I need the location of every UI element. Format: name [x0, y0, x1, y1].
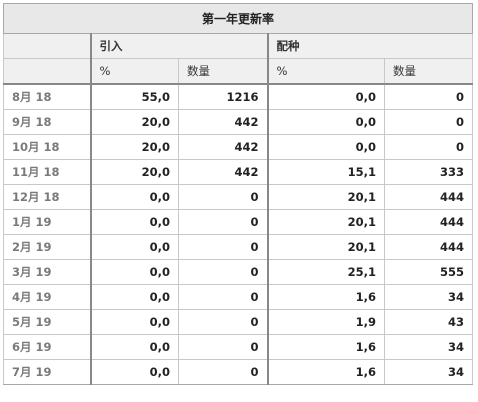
- breeding-quantity-cell: 0: [383, 109, 474, 135]
- table-row: 12月 18 0,0 0 20,1 444: [3, 184, 474, 210]
- import-percent-cell: 0,0: [90, 334, 179, 360]
- row-month-label: 8月 18: [3, 83, 92, 110]
- table-row: 5月 19 0,0 0 1,9 43: [3, 309, 474, 335]
- breeding-quantity-cell: 0: [383, 83, 474, 110]
- group-header-import: 引入: [90, 33, 269, 59]
- table-row: 1月 19 0,0 0 20,1 444: [3, 209, 474, 235]
- renewal-rate-table: 第一年更新率 引入 配种 % 数量 % 数量 8月 18 55,0 1216 0,0 0…: [2, 3, 474, 385]
- breeding-percent-cell: 0,0: [267, 83, 385, 110]
- breeding-quantity-cell: 444: [383, 184, 474, 210]
- import-quantity-cell: 0: [178, 209, 269, 235]
- breeding-percent-cell: 25,1: [267, 259, 385, 285]
- group-header-blank: [3, 33, 92, 59]
- import-quantity-cell: 442: [178, 134, 269, 160]
- import-percent-cell: 20,0: [90, 159, 179, 185]
- sub-header-breeding-quantity: 数量: [383, 58, 474, 85]
- breeding-quantity-cell: 34: [383, 359, 474, 385]
- table-title: 第一年更新率: [2, 3, 474, 34]
- row-month-label: 11月 18: [3, 159, 92, 185]
- import-percent-cell: 20,0: [90, 109, 179, 135]
- import-quantity-cell: 0: [178, 284, 269, 310]
- import-quantity-cell: 0: [178, 359, 269, 385]
- import-percent-cell: 0,0: [90, 209, 179, 235]
- import-percent-cell: 0,0: [90, 184, 179, 210]
- row-month-label: 12月 18: [3, 184, 92, 210]
- import-percent-cell: 0,0: [90, 234, 179, 260]
- table-row: 7月 19 0,0 0 1,6 34: [3, 359, 474, 385]
- sub-header-row: % 数量 % 数量: [3, 58, 474, 85]
- import-percent-cell: 0,0: [90, 309, 179, 335]
- breeding-quantity-cell: 555: [383, 259, 474, 285]
- row-month-label: 3月 19: [3, 259, 92, 285]
- import-quantity-cell: 0: [178, 309, 269, 335]
- breeding-percent-cell: 20,1: [267, 209, 385, 235]
- import-percent-cell: 0,0: [90, 284, 179, 310]
- table-title-row: 第一年更新率: [2, 3, 474, 34]
- table-row: 8月 18 55,0 1216 0,0 0: [3, 83, 474, 110]
- breeding-quantity-cell: 333: [383, 159, 474, 185]
- breeding-quantity-cell: 0: [383, 134, 474, 160]
- row-month-label: 9月 18: [3, 109, 92, 135]
- breeding-quantity-cell: 43: [383, 309, 474, 335]
- breeding-quantity-cell: 34: [383, 284, 474, 310]
- import-percent-cell: 20,0: [90, 134, 179, 160]
- table-row: 4月 19 0,0 0 1,6 34: [3, 284, 474, 310]
- import-percent-cell: 0,0: [90, 359, 179, 385]
- import-quantity-cell: 0: [178, 184, 269, 210]
- breeding-quantity-cell: 444: [383, 234, 474, 260]
- row-month-label: 10月 18: [3, 134, 92, 160]
- breeding-percent-cell: 1,9: [267, 309, 385, 335]
- sub-header-import-quantity: 数量: [178, 58, 269, 85]
- import-percent-cell: 55,0: [90, 83, 179, 110]
- row-month-label: 4月 19: [3, 284, 92, 310]
- sub-header-blank: [3, 58, 92, 85]
- table-row: 11月 18 20,0 442 15,1 333: [3, 159, 474, 185]
- row-month-label: 1月 19: [3, 209, 92, 235]
- breeding-percent-cell: 20,1: [267, 184, 385, 210]
- breeding-percent-cell: 1,6: [267, 284, 385, 310]
- import-quantity-cell: 0: [178, 234, 269, 260]
- row-month-label: 2月 19: [3, 234, 92, 260]
- group-header-breeding: 配种: [266, 33, 474, 59]
- breeding-percent-cell: 0,0: [267, 134, 385, 160]
- group-header-row: 引入 配种: [3, 33, 474, 59]
- table-row: 3月 19 0,0 0 25,1 555: [3, 259, 474, 285]
- table-row: 2月 19 0,0 0 20,1 444: [3, 234, 474, 260]
- import-quantity-cell: 442: [178, 159, 269, 185]
- breeding-percent-cell: 1,6: [267, 359, 385, 385]
- import-quantity-cell: 442: [178, 109, 269, 135]
- import-quantity-cell: 0: [178, 259, 269, 285]
- import-quantity-cell: 1216: [178, 83, 269, 110]
- breeding-percent-cell: 20,1: [267, 234, 385, 260]
- import-quantity-cell: 0: [178, 334, 269, 360]
- row-month-label: 6月 19: [3, 334, 92, 360]
- row-month-label: 5月 19: [3, 309, 92, 335]
- table-row: 9月 18 20,0 442 0,0 0: [3, 109, 474, 135]
- breeding-percent-cell: 15,1: [267, 159, 385, 185]
- import-percent-cell: 0,0: [90, 259, 179, 285]
- renewal-rate-table-container: 第一年更新率 引入 配种 % 数量 % 数量 8月 18 55,0 1216 0,0 0…: [2, 3, 474, 385]
- breeding-percent-cell: 1,6: [267, 334, 385, 360]
- sub-header-breeding-percent: %: [267, 58, 385, 85]
- breeding-quantity-cell: 444: [383, 209, 474, 235]
- table-row: 10月 18 20,0 442 0,0 0: [3, 134, 474, 160]
- sub-header-import-percent: %: [90, 58, 179, 85]
- table-row: 6月 19 0,0 0 1,6 34: [3, 334, 474, 360]
- breeding-percent-cell: 0,0: [267, 109, 385, 135]
- breeding-quantity-cell: 34: [383, 334, 474, 360]
- row-month-label: 7月 19: [3, 359, 92, 385]
